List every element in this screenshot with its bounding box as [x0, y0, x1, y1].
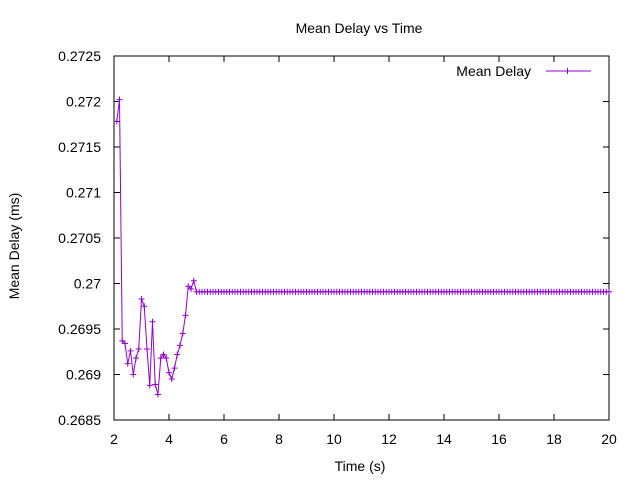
data-point — [171, 365, 178, 372]
x-tick-label: 12 — [381, 431, 397, 447]
data-point — [606, 288, 612, 295]
data-point — [124, 360, 131, 367]
data-point — [144, 346, 150, 353]
x-axis-ticks: 2 4 6 8 10 12 14 16 18 20 — [110, 56, 617, 447]
y-axis-ticks: 0.2685 0.269 0.2695 0.27 0.2705 0.271 0.2715 0.… — [58, 48, 609, 428]
y-tick-label: 0.2695 — [58, 321, 101, 337]
data-point — [130, 371, 137, 378]
data-point — [146, 382, 153, 389]
x-axis-label: Time (s) — [335, 458, 386, 474]
y-tick-label: 0.269 — [66, 367, 101, 383]
x-tick-label: 6 — [220, 431, 228, 447]
data-point — [163, 355, 170, 362]
x-tick-label: 14 — [436, 431, 452, 447]
series-layer — [113, 96, 612, 398]
data-point — [168, 376, 175, 383]
y-tick-label: 0.2685 — [58, 412, 101, 428]
data-point — [190, 277, 197, 284]
data-point — [188, 285, 194, 292]
y-tick-label: 0.2705 — [58, 230, 101, 246]
data-point — [113, 118, 120, 125]
x-tick-label: 20 — [601, 431, 617, 447]
y-tick-label: 0.2725 — [58, 48, 101, 64]
data-point — [157, 355, 164, 362]
legend: Mean Delay — [456, 63, 591, 79]
legend-label: Mean Delay — [456, 63, 531, 79]
data-point — [122, 340, 128, 347]
data-point — [149, 318, 156, 325]
y-tick-label: 0.27 — [74, 276, 101, 292]
x-tick-label: 16 — [491, 431, 507, 447]
y-tick-label: 0.2715 — [58, 139, 101, 155]
data-point — [174, 351, 181, 358]
data-point — [116, 96, 123, 103]
y-tick-label: 0.272 — [66, 94, 101, 110]
data-point — [179, 330, 186, 337]
series-line — [116, 99, 609, 395]
data-point — [160, 351, 167, 358]
x-tick-label: 8 — [275, 431, 283, 447]
chart-title: Mean Delay vs Time — [296, 20, 423, 36]
x-tick-label: 2 — [110, 431, 118, 447]
data-point — [141, 303, 148, 310]
data-point — [138, 295, 145, 302]
data-point — [182, 312, 189, 319]
plot-frame — [113, 55, 610, 421]
x-tick-label: 10 — [326, 431, 342, 447]
data-point — [185, 283, 192, 290]
data-point — [127, 347, 134, 354]
y-axis-label: Mean Delay (ms) — [6, 193, 22, 300]
data-point — [155, 391, 161, 398]
data-point — [119, 337, 126, 344]
y-tick-label: 0.271 — [66, 185, 101, 201]
data-point — [177, 342, 183, 349]
x-tick-label: 18 — [546, 431, 562, 447]
data-point — [152, 381, 159, 388]
data-point — [166, 369, 172, 376]
data-point — [133, 355, 139, 362]
legend-marker — [564, 68, 571, 74]
data-point — [135, 346, 142, 353]
x-tick-label: 4 — [165, 431, 173, 447]
